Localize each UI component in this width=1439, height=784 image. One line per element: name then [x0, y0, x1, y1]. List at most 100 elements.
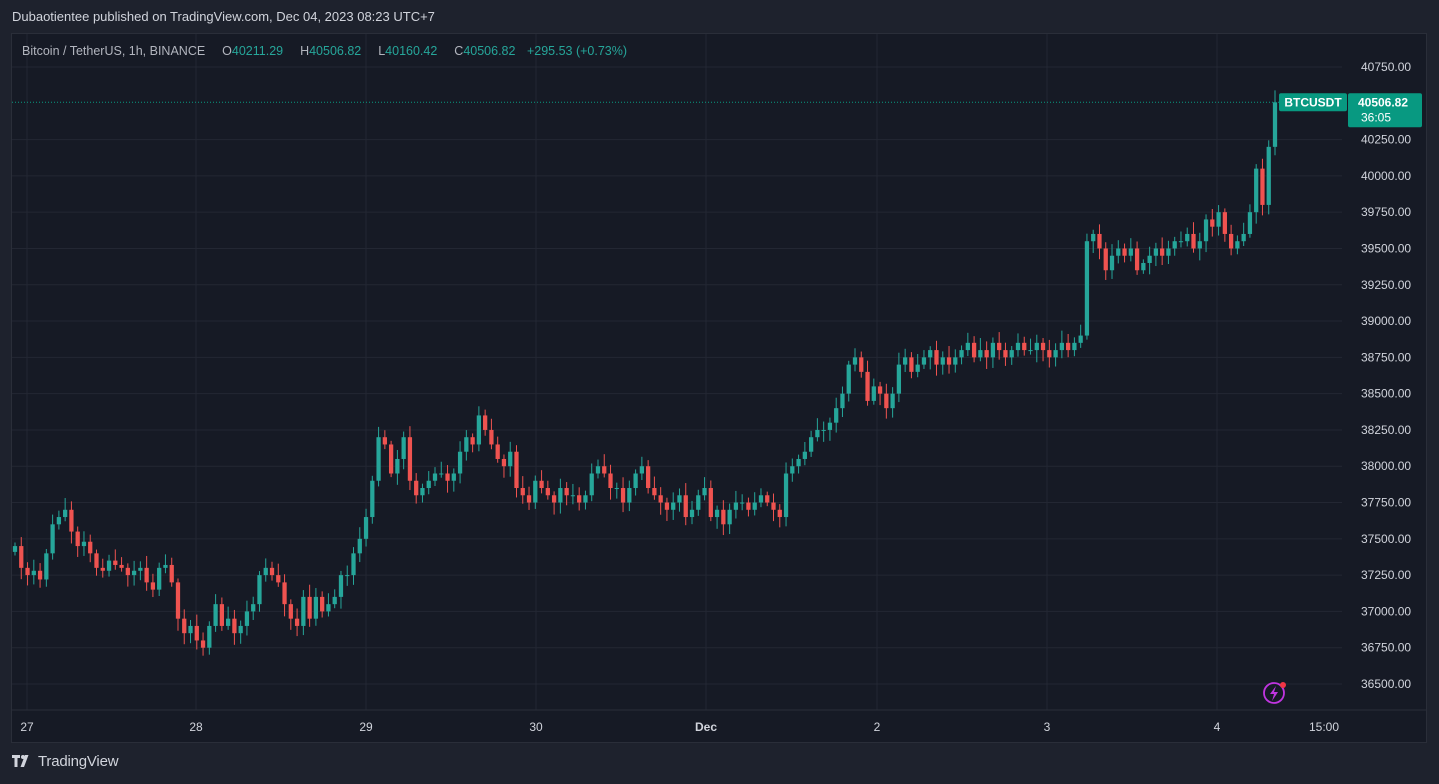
candle-body	[125, 567, 130, 576]
candlestick-chart[interactable]: 40750.00 40250.00 40000.00 39750.00 39500.00…	[12, 34, 1427, 743]
x-tick-label: 15:00	[1309, 720, 1339, 734]
candle-body	[144, 567, 149, 583]
candle-body	[332, 596, 337, 605]
candle-body	[1078, 335, 1083, 343]
candle-body	[1147, 255, 1152, 263]
candle-body	[119, 564, 124, 568]
y-tick-label: 38250.00	[1361, 423, 1411, 437]
candle-body	[1116, 248, 1121, 256]
candle-body	[376, 437, 381, 481]
candle-body	[414, 480, 419, 496]
publish-text: Dubaotientee published on TradingView.co…	[12, 9, 435, 24]
candle-body	[689, 509, 695, 518]
candle-body	[432, 473, 438, 481]
candle-body	[871, 386, 876, 401]
y-tick-label: 38750.00	[1361, 350, 1411, 364]
candle-body	[1040, 342, 1046, 351]
candle-body	[877, 386, 883, 394]
candle-body	[483, 415, 488, 430]
y-tick-label: 40000.00	[1361, 169, 1411, 183]
candle-body	[263, 567, 268, 576]
candle-body	[194, 625, 199, 641]
candle-body	[1210, 219, 1215, 227]
candle-body	[903, 357, 908, 365]
legend-high-label: H	[300, 44, 310, 58]
candle-body	[620, 488, 626, 503]
x-tick-label: 27	[20, 720, 34, 734]
candle-body	[727, 509, 732, 525]
candle-body	[865, 371, 870, 401]
candle-body	[696, 495, 701, 510]
candle-body	[226, 618, 231, 626]
candle-body	[714, 509, 720, 518]
candle-body	[1216, 212, 1221, 227]
candle-body	[1166, 248, 1171, 256]
candle-body	[269, 567, 275, 576]
candle-body	[1254, 168, 1259, 213]
candle-body	[1034, 342, 1039, 351]
candle-body	[1241, 233, 1246, 242]
candle-body	[106, 560, 112, 571]
candle-body	[815, 429, 820, 438]
candle-body	[514, 451, 519, 489]
candle-body	[100, 567, 105, 571]
candle-body	[370, 480, 375, 518]
candle-body	[138, 567, 143, 571]
candle-body	[1103, 248, 1108, 271]
candle-body	[595, 466, 601, 474]
x-tick-label: 30	[529, 720, 543, 734]
symbol-legend: Bitcoin / TetherUS, 1h, BINANCE O40211.2…	[22, 44, 627, 58]
candle-body	[746, 502, 751, 510]
candle-body	[708, 488, 713, 518]
candle-body	[1072, 342, 1077, 351]
y-tick-label: 36500.00	[1361, 677, 1411, 691]
legend-symbol[interactable]: Bitcoin / TetherUS, 1h, BINANCE	[22, 44, 206, 58]
candle-body	[1260, 168, 1265, 205]
candle-body	[188, 625, 193, 634]
legend-open-value: 40211.29	[231, 44, 284, 58]
candle-body	[457, 451, 463, 474]
candle-body	[946, 357, 952, 365]
y-tick-label: 38000.00	[1361, 459, 1411, 473]
price-tag	[1348, 93, 1422, 128]
candle-body	[1203, 219, 1209, 242]
candle-body	[489, 429, 494, 445]
candle-body	[288, 604, 293, 619]
candle-body	[1003, 350, 1008, 358]
legend-close-label: C	[454, 44, 464, 58]
chart-frame[interactable]: 40750.00 40250.00 40000.00 39750.00 39500.00…	[11, 33, 1427, 743]
candle-body	[1235, 241, 1240, 249]
candle-body	[1084, 241, 1090, 336]
candle-body	[150, 582, 156, 590]
candle-body	[545, 488, 550, 496]
candle-body	[1191, 233, 1196, 249]
footer-branding[interactable]: TradingView	[12, 753, 119, 770]
lightning-alert-icon[interactable]	[1263, 682, 1286, 704]
candle-body	[827, 422, 833, 430]
candle-body	[1122, 248, 1127, 256]
candle-body	[520, 488, 525, 496]
y-tick-label: 37750.00	[1361, 496, 1411, 510]
candle-body	[783, 473, 789, 518]
candle-body	[294, 618, 300, 626]
candle-body	[388, 444, 394, 474]
x-tick-label: 4	[1214, 720, 1221, 734]
y-tick-label: 39000.00	[1361, 314, 1411, 328]
candle-body	[219, 604, 224, 626]
candle-body	[163, 564, 168, 568]
candle-body	[758, 495, 764, 503]
y-tick-label: 39250.00	[1361, 278, 1411, 292]
candle-body	[990, 342, 996, 358]
symbol-tag-label: BTCUSDT	[1284, 95, 1342, 109]
candle-body	[589, 473, 594, 496]
candle-body	[1141, 262, 1146, 271]
x-tick-label: 2	[874, 720, 881, 734]
candle-body	[965, 342, 970, 351]
candle-body	[1197, 241, 1202, 249]
candle-body	[1185, 233, 1190, 242]
candle-body	[896, 364, 902, 394]
candle-body	[200, 640, 206, 648]
candle-body	[984, 350, 989, 358]
legend-low-value: 40160.42	[385, 44, 438, 58]
candle-body	[1059, 342, 1064, 351]
